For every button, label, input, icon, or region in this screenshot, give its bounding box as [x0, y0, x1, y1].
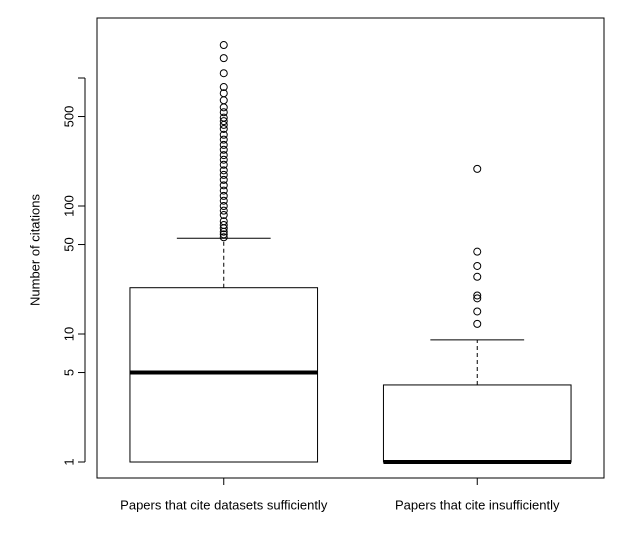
outlier — [219, 151, 228, 160]
outlier — [473, 247, 482, 256]
outlier — [219, 230, 228, 239]
outlier — [219, 166, 228, 175]
outlier — [219, 206, 228, 215]
outlier — [219, 96, 228, 105]
outlier — [219, 191, 228, 200]
outlier — [219, 145, 228, 154]
outlier — [219, 89, 228, 98]
y-tick-label: 1 — [61, 458, 76, 465]
outlier — [219, 170, 228, 179]
outlier — [219, 113, 228, 122]
outlier — [219, 211, 228, 220]
outlier — [473, 319, 482, 328]
outlier — [219, 130, 228, 139]
plot-frame — [96, 17, 605, 479]
outlier — [219, 175, 228, 184]
outlier — [473, 261, 482, 270]
outlier — [219, 124, 228, 133]
outlier — [219, 196, 228, 205]
y-axis-label: Number of citations — [27, 194, 42, 306]
y-tick-label: 10 — [61, 327, 76, 341]
x-tick-label: Papers that cite datasets sufficiently — [120, 497, 328, 512]
outlier — [219, 160, 228, 169]
outlier — [219, 117, 228, 126]
outlier — [219, 69, 228, 78]
box — [382, 384, 572, 463]
x-tick-label: Papers that cite insufficiently — [395, 497, 560, 512]
outlier — [473, 164, 482, 173]
outlier — [473, 272, 482, 281]
y-tick-label: 100 — [61, 195, 76, 217]
box — [129, 287, 319, 463]
outlier — [219, 233, 228, 242]
outlier — [219, 155, 228, 164]
y-tick-label: 50 — [61, 237, 76, 251]
outlier — [219, 41, 228, 50]
outlier — [219, 54, 228, 63]
outlier — [219, 202, 228, 211]
outlier — [219, 135, 228, 144]
outlier — [219, 186, 228, 195]
outlier — [219, 103, 228, 112]
outlier — [219, 108, 228, 117]
outlier — [219, 221, 228, 230]
outlier — [219, 217, 228, 226]
y-tick-label: 5 — [61, 369, 76, 376]
outlier — [219, 83, 228, 92]
y-tick-label: 500 — [61, 106, 76, 128]
outlier — [219, 181, 228, 190]
outlier — [473, 307, 482, 316]
outlier — [473, 294, 482, 303]
outlier — [473, 291, 482, 300]
outlier — [219, 140, 228, 149]
